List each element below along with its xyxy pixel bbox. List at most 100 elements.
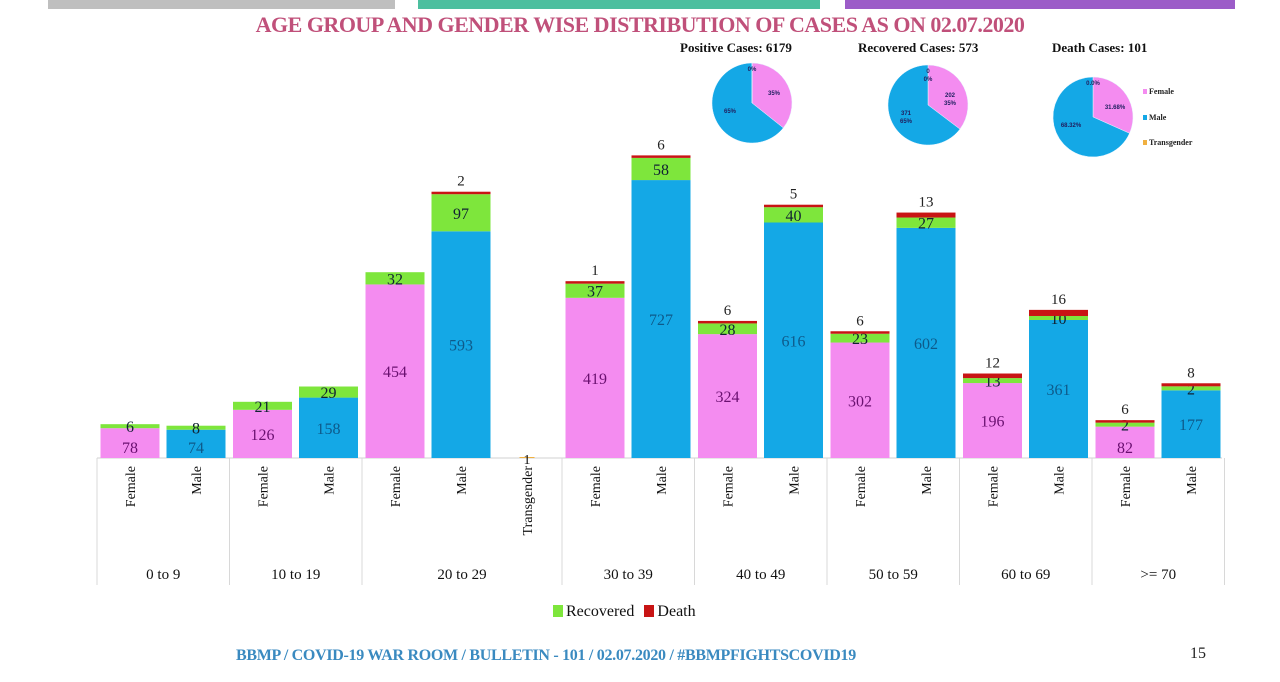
bar-recovered-label: 8 xyxy=(192,421,200,438)
bar-active-label: 454 xyxy=(383,364,407,381)
bar-active-female xyxy=(565,297,625,458)
bar-recovered-label: 40 xyxy=(786,208,802,225)
bar-active-label: 727 xyxy=(649,312,673,329)
page-number: 15 xyxy=(1190,645,1206,662)
pie-slice-female xyxy=(927,64,969,130)
gender-tick-label: Female xyxy=(1119,466,1134,507)
bar-death-label: 6 xyxy=(1121,402,1129,418)
transgender-swatch-icon xyxy=(1143,140,1147,145)
bar-active-label: 196 xyxy=(981,414,1005,431)
bar-active-label: 158 xyxy=(317,421,341,438)
gender-tick-label: Female xyxy=(389,466,404,507)
bar-recovered-label: 21 xyxy=(255,399,271,416)
chart-title: AGE GROUP AND GENDER WISE DISTRIBUTION O… xyxy=(255,12,1025,37)
pie-slice-label: 35% xyxy=(768,91,781,97)
header-bar-gray xyxy=(48,0,395,9)
group-label: 0 to 9 xyxy=(146,567,180,583)
bar-death xyxy=(1095,420,1155,423)
group-label: 50 to 59 xyxy=(869,567,918,583)
pie-slice-male xyxy=(711,62,784,144)
bar-death xyxy=(963,373,1022,379)
bar-death-label: 16 xyxy=(1051,292,1067,308)
bar-active-label: 602 xyxy=(914,336,938,353)
bar-active-label: 616 xyxy=(782,333,806,350)
bar-death xyxy=(1161,383,1221,387)
bar-death-label: 5 xyxy=(790,187,798,203)
gender-tick-label: Male xyxy=(655,466,670,495)
pie-title-death: Death Cases: 101 xyxy=(1052,40,1148,55)
bar-recovered xyxy=(1161,386,1221,391)
bar-active-male xyxy=(166,429,226,458)
bar-recovered-label: 2 xyxy=(1121,418,1129,435)
bar-active-label: 177 xyxy=(1179,417,1203,434)
gender-tick-label: Male xyxy=(920,466,935,495)
bar-death-label: 13 xyxy=(919,195,934,211)
bar-active-label: 126 xyxy=(251,427,275,444)
pie-title-recovered: Recovered Cases: 573 xyxy=(858,40,979,55)
gender-tick-label: Male xyxy=(1185,466,1200,495)
bar-active-label: 82 xyxy=(1117,440,1133,457)
bar-active-female xyxy=(830,342,890,458)
bar-recovered xyxy=(365,272,425,285)
bar-active-label: 324 xyxy=(716,389,740,406)
group-label: >= 70 xyxy=(1140,567,1176,583)
pie-slice-label: 371 xyxy=(901,111,912,117)
pie-legend-label: Female xyxy=(1149,87,1174,96)
pie-slice-label: 202 xyxy=(945,93,956,99)
bar-recovered xyxy=(830,333,890,343)
male-swatch-icon xyxy=(1143,115,1147,120)
bar-active-female xyxy=(1095,426,1155,458)
bar-death xyxy=(431,191,491,195)
group-label: 10 to 19 xyxy=(271,567,320,583)
bar-recovered-label: 58 xyxy=(653,162,669,179)
bar-death-label: 8 xyxy=(1187,365,1195,381)
bar-recovered-label: 97 xyxy=(453,206,469,223)
bar-active-female xyxy=(963,383,1022,458)
gender-tick-label: Male xyxy=(788,466,803,495)
bar-recovered xyxy=(565,283,625,298)
gender-tick-label: Female xyxy=(722,466,737,507)
group-label: 20 to 29 xyxy=(437,567,486,583)
pie-slice-label: 0.0% xyxy=(1086,81,1100,87)
footer-text: BBMP / COVID-19 WAR ROOM / BULLETIN - 10… xyxy=(236,647,856,664)
pie-slice-label: 0% xyxy=(924,77,933,83)
bar-active-female xyxy=(698,334,757,458)
bar-active-male xyxy=(1161,390,1221,458)
gender-tick-label: Female xyxy=(124,466,139,507)
bar-active-transgender xyxy=(519,457,535,458)
gender-tick-label: Female xyxy=(589,466,604,507)
bar-recovered xyxy=(963,378,1022,384)
bar-active-female xyxy=(365,284,425,458)
bar-active-label: 78 xyxy=(122,440,138,457)
bar-death xyxy=(830,331,890,334)
bar-death xyxy=(1029,309,1088,316)
pie-legend-label: Transgender xyxy=(1149,138,1193,147)
bar-active-label: 361 xyxy=(1047,382,1071,399)
bar-recovered xyxy=(166,425,226,430)
pie-slice-label: 0% xyxy=(748,67,757,73)
chart-legend: Recovered Death xyxy=(553,603,696,621)
bar-active-male xyxy=(299,397,358,458)
group-label: 30 to 39 xyxy=(604,567,653,583)
bar-active-female xyxy=(100,428,160,458)
gender-tick-label: Male xyxy=(1053,466,1068,495)
pie-slice-label: 35% xyxy=(944,101,957,107)
header-bar-teal xyxy=(418,0,820,9)
legend-death: Death xyxy=(644,603,696,621)
bar-active-male xyxy=(896,227,956,458)
bar-recovered-label: 32 xyxy=(387,271,403,288)
pie-slice-male xyxy=(1052,76,1130,158)
legend-recovered: Recovered xyxy=(553,603,634,621)
bar-recovered xyxy=(764,207,823,223)
bar-active-label: 1 xyxy=(524,453,531,468)
pie-title-positive: Positive Cases: 6179 xyxy=(680,40,792,55)
bar-recovered xyxy=(299,386,358,398)
gender-tick-label: Female xyxy=(987,466,1002,507)
pie-legend-male: Male xyxy=(1143,113,1166,122)
pie-legend-female: Female xyxy=(1143,87,1174,96)
bar-death xyxy=(764,204,823,208)
death-swatch-icon xyxy=(644,605,655,617)
bar-recovered xyxy=(631,157,691,181)
bar-death-label: 6 xyxy=(657,137,665,153)
bar-active-label: 302 xyxy=(848,393,872,410)
